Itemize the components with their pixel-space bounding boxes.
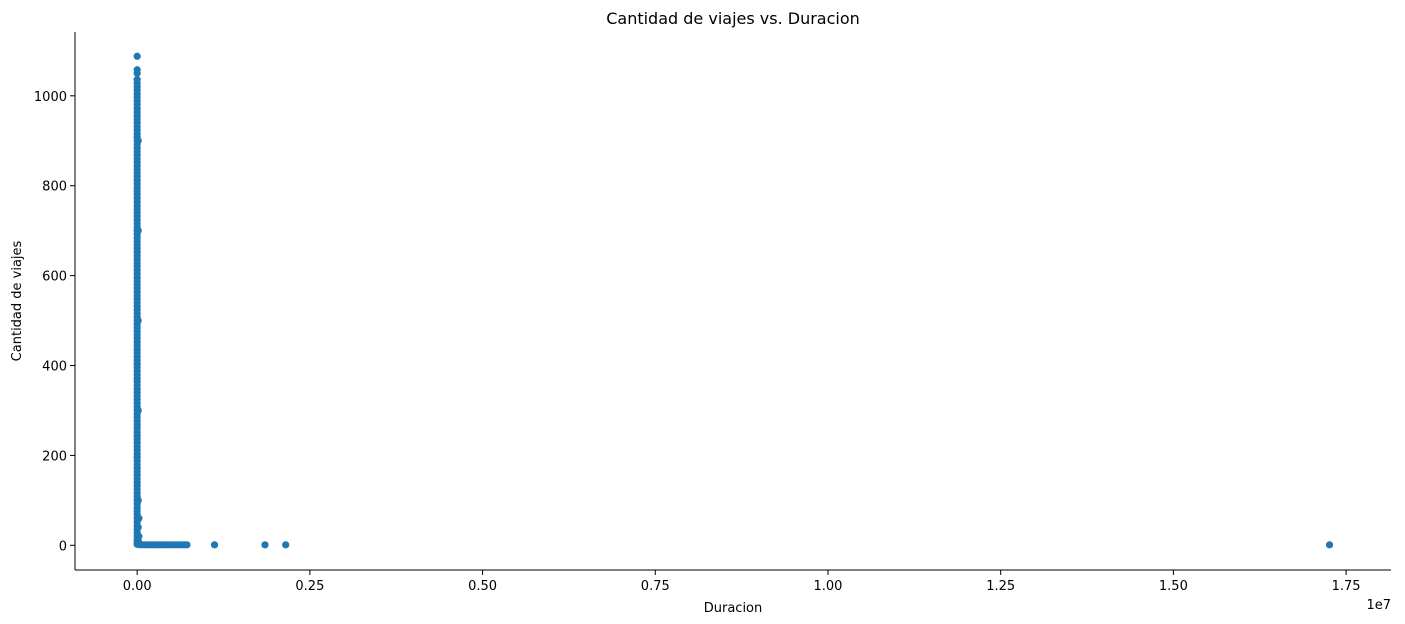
y-tick-label: 600 — [42, 270, 67, 285]
x-tick-label: 1.00 — [814, 579, 843, 594]
data-point — [261, 541, 269, 549]
x-axis-offset-label: 1e7 — [1366, 598, 1391, 613]
y-axis-label: Cantidad de viajes — [10, 240, 25, 361]
data-point — [282, 541, 290, 549]
data-point — [135, 532, 143, 540]
x-tick-label: 0.00 — [123, 579, 152, 594]
data-point — [134, 406, 142, 415]
x-axis-label: Duracion — [704, 601, 763, 616]
data-point — [133, 69, 141, 77]
data-point — [133, 52, 141, 60]
y-tick-label: 200 — [42, 449, 67, 464]
chart-title: Cantidad de viajes vs. Duracion — [606, 9, 860, 28]
y-axis-ticks: 0 200 400 600 800 1000 — [34, 90, 75, 554]
points-layer — [133, 52, 1334, 549]
data-point — [134, 523, 142, 531]
y-tick-label: 400 — [42, 359, 67, 374]
x-tick-label: 1.75 — [1332, 579, 1361, 594]
data-point — [135, 514, 143, 522]
x-tick-label: 0.25 — [295, 579, 324, 594]
y-tick-label: 800 — [42, 180, 67, 195]
data-point — [1325, 541, 1334, 549]
y-tick-label: 0 — [59, 539, 67, 554]
data-point — [134, 316, 142, 325]
x-tick-label: 1.25 — [986, 579, 1015, 594]
data-point — [134, 496, 142, 504]
data-point — [183, 541, 191, 549]
x-tick-label: 1.50 — [1159, 579, 1188, 594]
x-tick-label: 0.50 — [468, 579, 497, 594]
x-axis-ticks: 0.00 0.25 0.50 0.75 1.00 1.25 1.50 1.75 — [123, 570, 1361, 594]
data-point — [134, 227, 142, 235]
y-tick-label: 1000 — [34, 90, 67, 105]
data-point — [210, 541, 219, 549]
x-tick-label: 0.75 — [641, 579, 670, 594]
data-point — [134, 137, 142, 145]
